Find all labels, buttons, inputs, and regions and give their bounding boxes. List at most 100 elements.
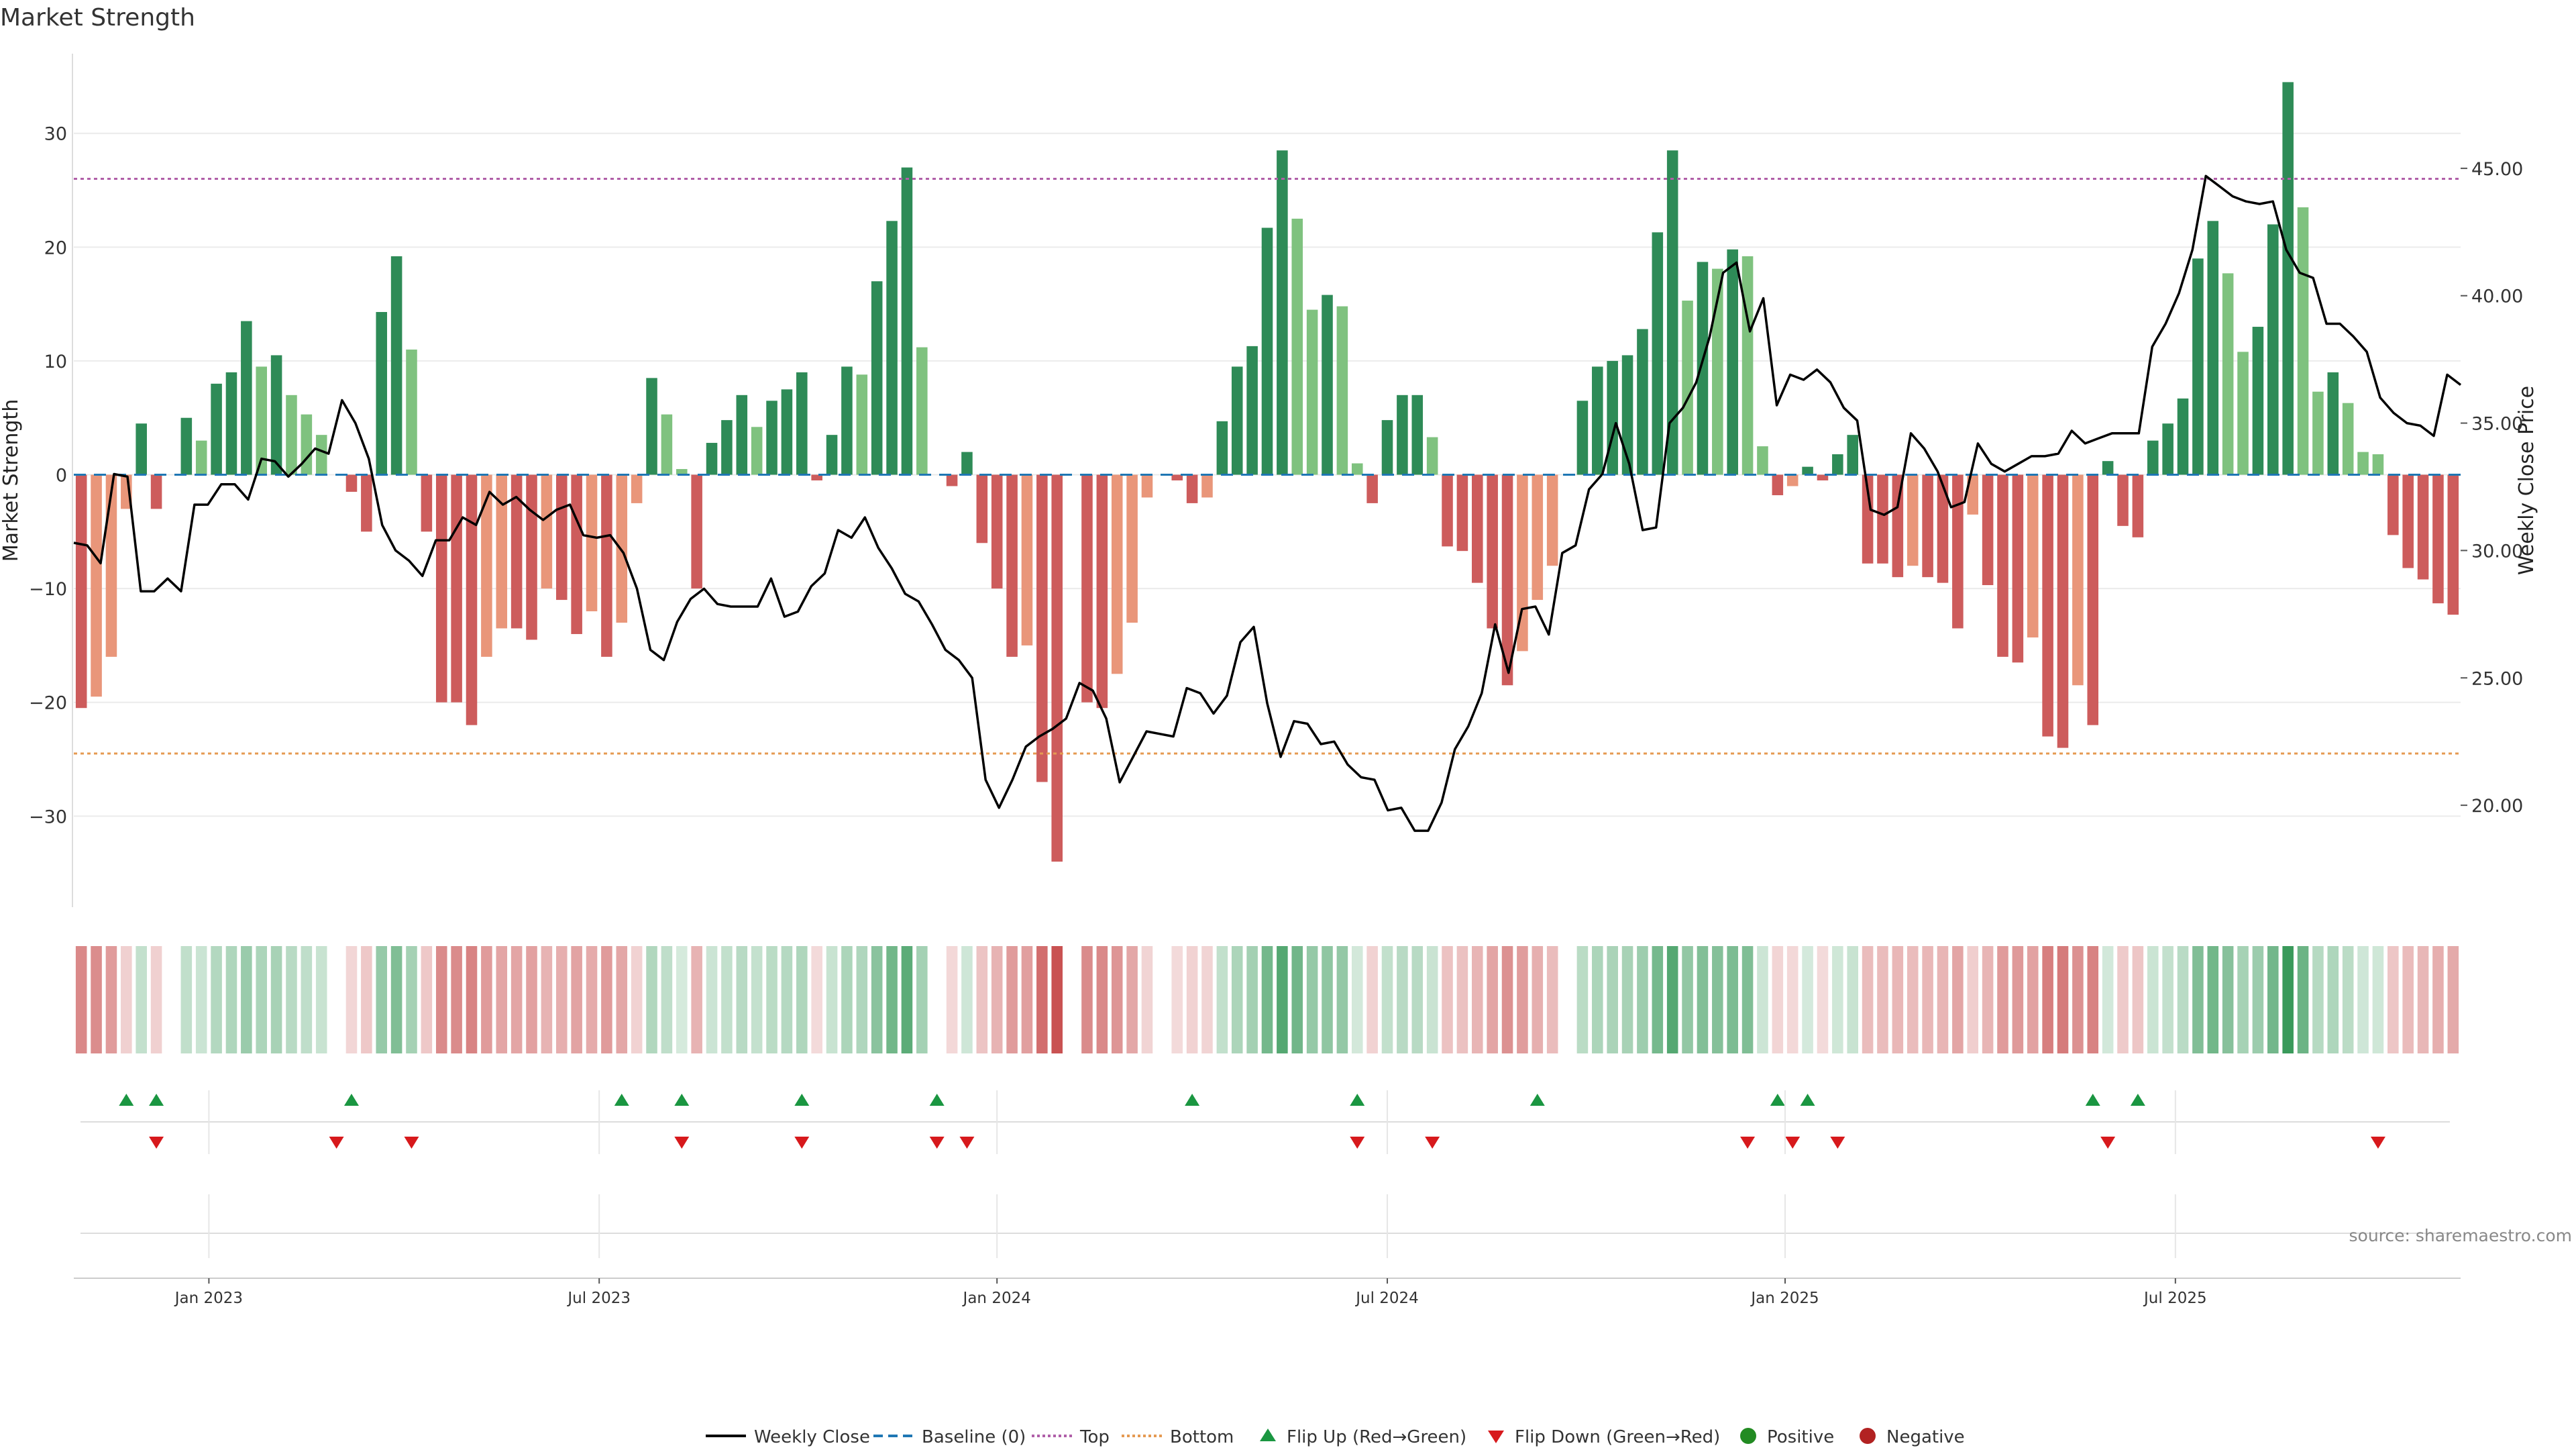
legend-label: Bottom: [1170, 1427, 1234, 1447]
heat-cell: [1652, 946, 1664, 1053]
strength-bar: [2282, 82, 2294, 475]
strength-bar: [1456, 474, 1468, 552]
flip-up-marker: [2130, 1094, 2145, 1106]
strength-bar: [1501, 474, 1513, 686]
strength-bar: [421, 474, 433, 532]
heat-cell: [2162, 946, 2174, 1053]
heat-cell: [1351, 946, 1363, 1053]
heat-cell: [2267, 946, 2279, 1053]
heat-cell: [1982, 946, 1994, 1053]
heat-cell: [1141, 946, 1153, 1053]
heat-cell: [2192, 946, 2204, 1053]
strength-bar: [1261, 227, 1273, 475]
flip-up-marker: [1800, 1094, 1815, 1106]
heat-cell: [2252, 946, 2264, 1053]
heat-cell: [541, 946, 553, 1053]
heat-cell: [91, 946, 102, 1053]
flip-up-marker: [343, 1094, 359, 1106]
x-axis: Jan 2023 Jul 2023 Jan 2024 Jul 2024 Jan 2025…: [174, 1278, 2207, 1307]
strength-bar: [856, 374, 868, 475]
strength-bar: [796, 372, 808, 475]
heat-cell: [195, 946, 207, 1053]
heat-cell: [2357, 946, 2369, 1053]
x-tick-label: Jul 2025: [2143, 1290, 2207, 1307]
strength-bar: [2312, 391, 2324, 475]
strength-bar: [1081, 474, 1093, 703]
flip-down-marker: [404, 1137, 419, 1149]
strength-bar: [270, 355, 282, 475]
heat-cell: [976, 946, 988, 1053]
strength-bar: [2192, 258, 2204, 475]
strength-bar: [751, 427, 763, 475]
strength-bar: [301, 414, 313, 475]
strength-bar: [1351, 463, 1363, 475]
heat-cell: [691, 946, 702, 1053]
strength-bar: [2267, 224, 2279, 475]
reference-lines: [74, 178, 2461, 755]
strength-bar: [361, 474, 372, 532]
heat-cell: [676, 946, 688, 1053]
strength-bar: [1277, 150, 1288, 475]
heat-cell: [1862, 946, 1874, 1053]
heat-cell: [1381, 946, 1393, 1053]
strength-bar: [1216, 421, 1228, 475]
heat-cell: [1772, 946, 1784, 1053]
strength-bar: [1802, 466, 1813, 475]
legend-label: Positive: [1767, 1427, 1834, 1447]
x-tick-label: Jan 2023: [174, 1290, 243, 1307]
heat-cell: [1501, 946, 1513, 1053]
heat-cell: [421, 946, 433, 1053]
strength-bar: [2432, 474, 2444, 604]
strength-bar: [2222, 273, 2234, 475]
x-tick-label: Jul 2023: [566, 1290, 631, 1307]
flip-down-marker: [1830, 1137, 1845, 1149]
heat-cell: [1171, 946, 1183, 1053]
strength-bar: [376, 311, 388, 475]
flip-down-marker: [929, 1137, 945, 1149]
heat-cell: [511, 946, 523, 1053]
heat-cell: [1216, 946, 1228, 1053]
right-tick-label: 20.00: [2471, 796, 2523, 817]
heat-cell: [1366, 946, 1378, 1053]
heat-cell: [886, 946, 898, 1053]
legend-label: Weekly Close: [754, 1427, 870, 1447]
strength-bar: [781, 389, 793, 475]
heat-cell: [2402, 946, 2414, 1053]
strength-bar: [435, 474, 447, 703]
heat-cell: [1802, 946, 1813, 1053]
right-tick-label: 25.00: [2471, 668, 2523, 689]
strength-bar: [2177, 398, 2189, 475]
flip-down-marker: [674, 1137, 690, 1149]
strength-bar: [826, 435, 838, 475]
strength-bar: [1322, 295, 1333, 475]
strength-bar: [1381, 420, 1393, 475]
heat-cell: [1922, 946, 1933, 1053]
heat-cell: [136, 946, 147, 1053]
heat-cell: [496, 946, 508, 1053]
strength-bar: [241, 321, 252, 475]
heat-cell: [1907, 946, 1919, 1053]
strength-bar: [195, 440, 207, 475]
strength-bar: [256, 366, 267, 475]
heat-strip: [75, 946, 2459, 1053]
strength-bar: [2297, 207, 2309, 475]
heat-cell: [1456, 946, 1468, 1053]
heat-cell: [1442, 946, 1453, 1053]
strength-bar: [1652, 232, 1664, 475]
strength-bar: [1727, 249, 1738, 475]
heat-cell: [601, 946, 612, 1053]
heat-cell: [1637, 946, 1648, 1053]
strength-bar: [1246, 346, 1258, 475]
heat-cell: [466, 946, 478, 1053]
heat-cell: [1322, 946, 1333, 1053]
heat-cell: [2117, 946, 2129, 1053]
heat-cell: [661, 946, 673, 1053]
flip-up-marker: [674, 1094, 690, 1106]
heat-cell: [1051, 946, 1063, 1053]
strength-bar: [1967, 474, 1979, 515]
heat-cell: [901, 946, 913, 1053]
strength-bar: [721, 420, 733, 475]
heat-cell: [1277, 946, 1288, 1053]
legend-label: Negative: [1886, 1427, 1965, 1447]
